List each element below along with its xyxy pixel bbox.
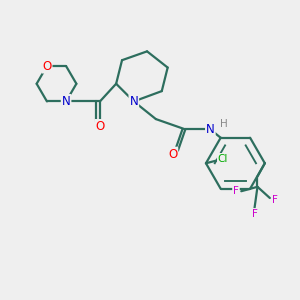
Text: N: N	[206, 123, 215, 136]
Text: N: N	[129, 95, 138, 108]
Text: Cl: Cl	[218, 154, 228, 164]
Text: O: O	[168, 148, 177, 160]
Text: N: N	[62, 95, 70, 108]
Text: F: F	[233, 186, 239, 196]
Text: O: O	[95, 120, 105, 133]
Text: O: O	[42, 60, 52, 73]
Text: H: H	[220, 119, 227, 129]
Text: F: F	[252, 209, 257, 219]
Text: F: F	[272, 195, 278, 205]
